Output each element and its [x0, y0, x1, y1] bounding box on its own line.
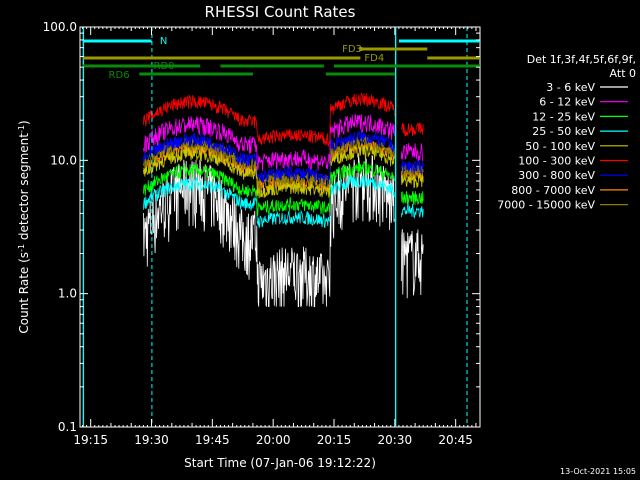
- y-tick-label: 0.1: [58, 420, 77, 434]
- y-tick-label: 1.0: [58, 287, 77, 301]
- series-layer: [143, 92, 424, 307]
- axis-layer: 0.1 1.0 10.0 100.0 19:15 19:30 19:45 20:00 20:15…: [43, 20, 480, 447]
- series-line-6to12keV: [143, 114, 424, 171]
- legend-header-line-2: Att 0: [610, 67, 636, 80]
- plot-frame: [79, 26, 481, 428]
- legend-label: 300 - 800 keV: [518, 169, 595, 182]
- fd-marker: [359, 47, 363, 51]
- legend: Det 1f,3f,4f,5f,6f,9f, Att 0 3 - 6 keV 6 …: [497, 53, 636, 212]
- legend-label: 12 - 25 keV: [532, 110, 595, 123]
- series-line-12to25keV: [143, 160, 424, 217]
- legend-label: 6 - 12 keV: [539, 96, 595, 109]
- x-tick-label: 20:30: [378, 433, 413, 447]
- legend-label: 50 - 100 keV: [525, 140, 595, 153]
- y-tick-label: 100.0: [43, 20, 77, 34]
- x-tick-label: 20:00: [256, 433, 291, 447]
- flag-label-fd3: FD3: [342, 44, 362, 55]
- x-axis-label: Start Time (07-Jan-06 19:12:22): [184, 456, 376, 470]
- legend-label: 100 - 300 keV: [518, 155, 595, 168]
- x-tick-label: 20:45: [438, 433, 473, 447]
- legend-label: 800 - 7000 keV: [511, 184, 595, 197]
- legend-label: 25 - 50 keV: [532, 125, 595, 138]
- x-tick-label: 20:15: [317, 433, 352, 447]
- timestamp: 13-Oct-2021 15:05: [560, 467, 636, 476]
- series-line-300to800keV: [143, 130, 424, 185]
- y-axis-label: Count Rate (s-1 detector segment-1): [17, 120, 31, 333]
- y-tick-label: 10.0: [50, 153, 77, 167]
- legend-label: 7000 - 15000 keV: [497, 199, 595, 212]
- flag-label-n: N: [160, 36, 167, 47]
- series-line-100to300keV: [143, 92, 424, 147]
- chart-title: RHESSI Count Rates: [205, 3, 356, 21]
- flag-label-rd6: RD6: [109, 70, 130, 81]
- series-line-25to50keV: [143, 174, 424, 229]
- legend-label: 3 - 6 keV: [546, 81, 595, 94]
- flag-label-rd0: RD0: [154, 61, 175, 72]
- x-tick-label: 19:45: [195, 433, 230, 447]
- flag-label-fd4: FD4: [364, 53, 384, 64]
- x-tick-label: 19:30: [134, 433, 169, 447]
- legend-header-line-1: Det 1f,3f,4f,5f,6f,9f,: [527, 53, 636, 66]
- x-tick-label: 19:15: [73, 433, 108, 447]
